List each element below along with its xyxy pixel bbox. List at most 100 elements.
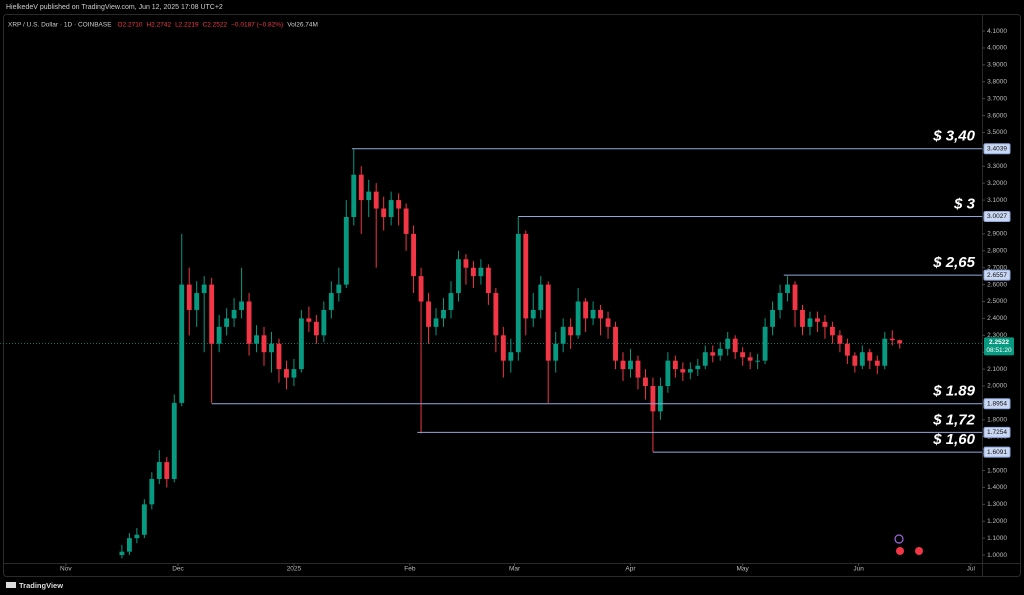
event-icon: [896, 547, 904, 555]
candle-body: [171, 402, 177, 479]
candle-body: [710, 352, 716, 356]
candle-body: [254, 335, 259, 344]
countdown: 08:51:20: [986, 347, 1012, 354]
x-tick-label: Jun: [853, 566, 864, 573]
y-tick-label: 3.3000: [987, 163, 1007, 170]
candle-body: [650, 386, 656, 412]
y-tick-label: 1.0000: [987, 552, 1007, 559]
y-tick-label: 1.2000: [987, 518, 1007, 525]
candle-body: [269, 343, 274, 353]
candle-body: [246, 301, 252, 344]
candle-body: [194, 293, 200, 310]
x-tick-label: May: [737, 566, 750, 573]
candle-body: [298, 318, 304, 370]
candle-body: [470, 267, 476, 277]
y-tick-label: 2.5000: [987, 298, 1007, 305]
y-tick-label: 2.3000: [987, 332, 1007, 339]
level-price: 2.6557: [987, 272, 1007, 279]
y-tick-label: 2.7000: [987, 264, 1007, 271]
y-tick-label: 3.5000: [987, 129, 1007, 136]
candle-body: [463, 259, 469, 268]
candle-body: [126, 538, 132, 552]
y-tick-label: 2.1000: [987, 366, 1007, 373]
candle-body: [313, 321, 319, 336]
candle-body: [687, 369, 693, 373]
candle-body: [321, 309, 327, 336]
candle-body: [897, 340, 903, 344]
candle-body: [216, 326, 222, 344]
candle-body: [231, 309, 237, 319]
candle-body: [762, 326, 768, 361]
candle-body: [164, 462, 170, 479]
y-tick-label: 2.8000: [987, 248, 1007, 255]
y-tick-label: 1.3000: [987, 501, 1007, 508]
x-tick-label: Feb: [404, 566, 416, 573]
candle-body: [418, 276, 424, 302]
candle-body: [456, 259, 461, 294]
x-tick-label: Mar: [509, 566, 521, 573]
y-tick-label: 1.5000: [987, 467, 1007, 474]
level-label: $ 3: [953, 195, 976, 212]
candle-body: [837, 335, 843, 344]
candle-body: [867, 352, 873, 361]
candle-body: [224, 318, 230, 327]
candle-body: [598, 309, 603, 319]
candle-body: [770, 309, 776, 327]
event-icon: [894, 534, 904, 544]
candle-body: [807, 318, 813, 327]
y-tick-label: 2.6000: [987, 281, 1007, 288]
candle-body: [284, 369, 289, 378]
candle-body: [209, 284, 215, 344]
level-price-box: [983, 143, 1011, 155]
candle-body: [605, 318, 611, 327]
level-price: 1.7254: [987, 429, 1007, 436]
candle-body: [156, 462, 162, 479]
x-tick-label: Nov: [60, 566, 72, 573]
event-icon: [915, 547, 923, 555]
candle-body: [583, 301, 589, 319]
candle-body: [306, 318, 312, 322]
candle-body: [485, 267, 491, 294]
x-tick-label: Dec: [172, 566, 184, 573]
candle-body: [261, 335, 267, 353]
level-price: 3.0027: [987, 213, 1007, 220]
level-price-box: [983, 426, 1011, 438]
y-tick-label: 3.2000: [987, 180, 1007, 187]
candle-body: [755, 360, 761, 362]
level-price-box: [983, 269, 1011, 281]
candle-body: [448, 293, 454, 310]
candle-body: [785, 284, 790, 294]
y-tick-label: 4.1000: [987, 28, 1007, 35]
candle-body: [336, 284, 342, 294]
y-tick-label: 1.4000: [987, 484, 1007, 491]
level-price-box: [983, 211, 1011, 223]
candle-body: [366, 191, 372, 201]
candle-body: [119, 551, 125, 556]
candle-body: [590, 309, 596, 319]
x-tick-label: 2025: [287, 566, 302, 573]
chart-frame: [3, 14, 1021, 577]
candle-body: [426, 301, 431, 327]
candle-body: [620, 360, 626, 370]
candle-body: [635, 360, 641, 378]
candle-body: [553, 343, 559, 361]
candle-body: [201, 284, 207, 294]
candle-body: [403, 208, 409, 234]
candle-body: [515, 233, 521, 353]
candle-body: [381, 208, 387, 217]
level-label: $ 1,60: [932, 431, 975, 448]
candle-body: [291, 369, 297, 378]
y-tick-label: 3.1000: [987, 197, 1007, 204]
candle-body: [493, 293, 499, 336]
level-label: $ 2,65: [932, 254, 975, 271]
legend: XRP / U.S. Dollar · 1D · COINBASE O2.2710…: [8, 22, 318, 29]
candle-body: [657, 386, 663, 412]
candle-body: [351, 174, 357, 217]
y-tick-label: 1.8000: [987, 417, 1007, 424]
legend-title: XRP / U.S. Dollar · 1D · COINBASE: [8, 22, 112, 29]
candle-body: [628, 360, 633, 370]
candle-body: [560, 326, 566, 344]
x-tick-label: Jul: [967, 566, 976, 573]
candle-body: [538, 284, 544, 310]
